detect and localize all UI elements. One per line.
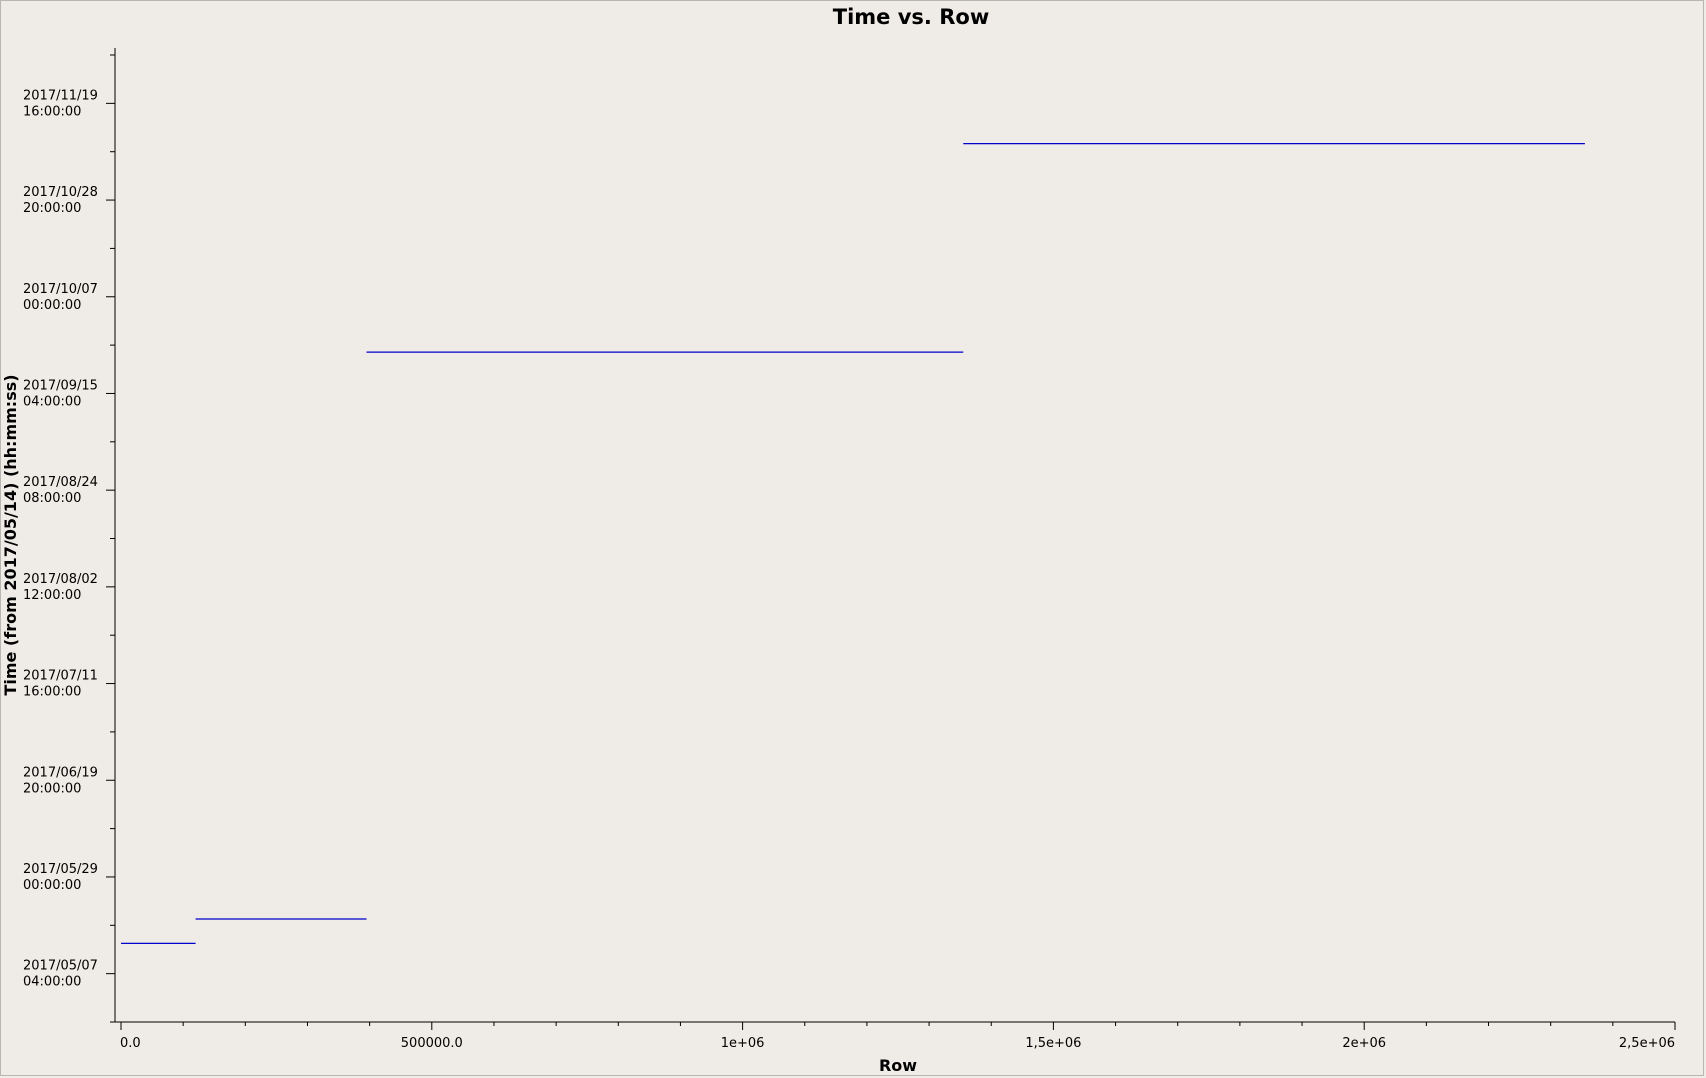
y-tick-time: 04:00:00 bbox=[23, 394, 81, 409]
y-tick-date: 2017/09/15 bbox=[23, 378, 98, 393]
x-tick-label: 2,5e+06 bbox=[1619, 1036, 1675, 1051]
x-tick-label: 1e+06 bbox=[721, 1036, 765, 1051]
y-tick-date: 2017/08/02 bbox=[23, 572, 98, 587]
axes: 0.0 500000.0 1e+06 1,5e+06 2e+06 2,5e+06 2017/… bbox=[23, 48, 1676, 1051]
y-tick-time: 16:00:00 bbox=[23, 104, 81, 119]
y-tick-date: 2017/07/11 bbox=[23, 669, 98, 684]
y-tick-time: 00:00:00 bbox=[23, 298, 81, 313]
y-tick-time: 04:00:00 bbox=[23, 975, 81, 990]
y-tick-date: 2017/05/07 bbox=[23, 959, 98, 974]
y-tick-date: 2017/08/24 bbox=[23, 475, 98, 490]
y-tick-time: 20:00:00 bbox=[23, 201, 81, 216]
series-group bbox=[121, 142, 1585, 944]
y-axis-label: Time (from 2017/05/14) (hh:mm:ss) bbox=[1, 374, 20, 695]
y-tick-time: 12:00:00 bbox=[23, 588, 81, 603]
x-tick-label: 1,5e+06 bbox=[1025, 1036, 1081, 1051]
y-tick-date: 2017/11/19 bbox=[23, 88, 98, 103]
y-tick-date: 2017/05/29 bbox=[23, 862, 98, 877]
x-tick-label: 500000.0 bbox=[401, 1036, 463, 1051]
y-tick-date: 2017/10/28 bbox=[23, 185, 98, 200]
y-tick-time: 08:00:00 bbox=[23, 491, 81, 506]
x-axis-label: Row bbox=[879, 1056, 917, 1075]
y-tick-date: 2017/06/19 bbox=[23, 765, 98, 780]
y-tick-time: 00:00:00 bbox=[23, 878, 81, 893]
y-tick-time: 20:00:00 bbox=[23, 781, 81, 796]
y-tick-time: 16:00:00 bbox=[23, 685, 81, 700]
x-tick-label: 2e+06 bbox=[1342, 1036, 1386, 1051]
x-tick-label: 0.0 bbox=[120, 1036, 141, 1051]
chart-title: Time vs. Row bbox=[833, 5, 989, 29]
y-tick-date: 2017/10/07 bbox=[23, 282, 98, 297]
